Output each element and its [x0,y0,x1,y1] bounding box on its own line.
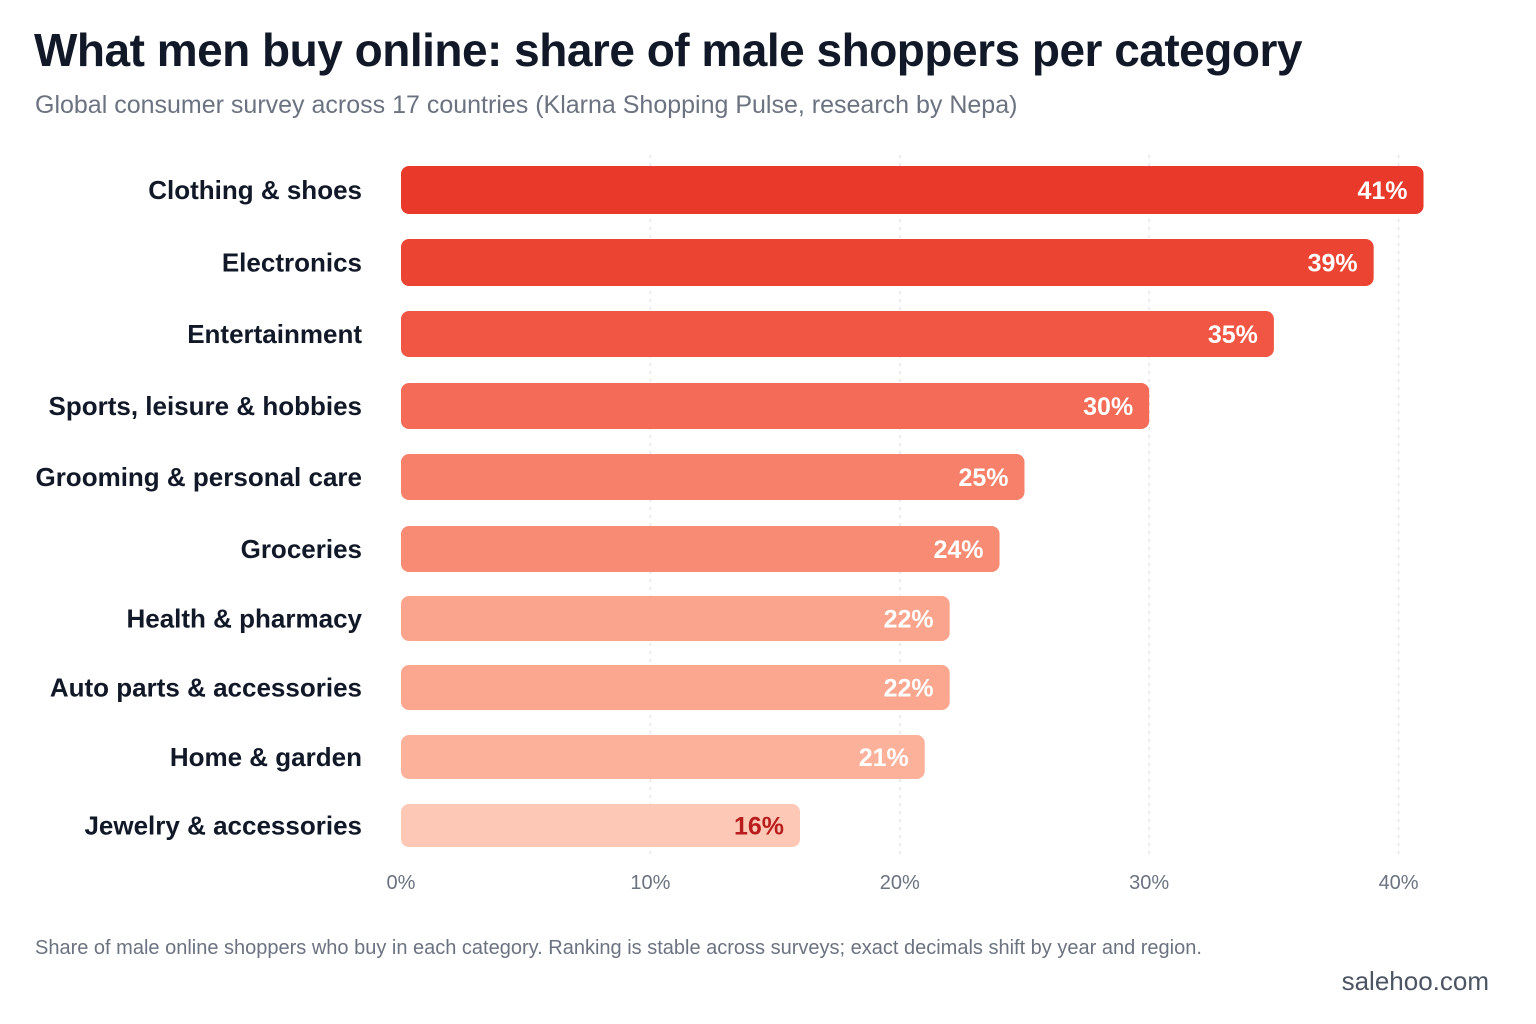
bar [401,239,1374,286]
category-label: Grooming & personal care [35,462,362,492]
category-label: Sports, leisure & hobbies [48,391,362,421]
bar [401,454,1025,500]
bar-value-label: 35% [1208,321,1258,349]
category-label: Health & pharmacy [126,604,362,634]
bar [401,735,925,779]
x-tick-label: 40% [1379,872,1419,894]
bar [401,665,950,710]
x-tick-label: 20% [880,872,920,894]
bar [401,526,1000,572]
category-label: Groceries [241,534,362,564]
chart-subtitle: Global consumer survey across 17 countri… [35,91,1018,119]
x-tick-label: 30% [1129,872,1169,894]
source-credit: salehoo.com [1341,966,1489,996]
x-tick-label: 10% [630,872,670,894]
bar-value-label: 25% [958,464,1008,492]
x-axis-ticks: 0% 10% 20% 30% 40% [387,872,1419,894]
bars: 41% 39% 35% 30% 25% 24% 22% 22% 21% 16% [401,166,1424,847]
category-label: Home & garden [170,742,362,772]
x-tick-label: 0% [387,872,416,894]
category-label: Jewelry & accessories [84,811,362,841]
bar-value-label: 22% [884,606,934,634]
bar-value-label: 21% [859,744,909,772]
bar [401,166,1424,214]
footnote: Share of male online shoppers who buy in… [35,937,1202,959]
bar-value-label: 30% [1083,393,1133,421]
category-labels: Clothing & shoes Electronics Entertainment… [35,175,362,841]
category-label: Electronics [222,248,362,278]
chart-title: What men buy online: share of male shopp… [34,24,1302,76]
bar [401,596,950,641]
bar [401,311,1274,357]
bar-value-label: 16% [734,813,784,841]
bar-value-label: 24% [934,536,984,564]
category-label: Entertainment [187,319,362,349]
bar [401,383,1150,429]
bar-value-label: 41% [1357,177,1407,205]
category-label: Auto parts & accessories [50,673,362,703]
bar-chart: 41% 39% 35% 30% 25% 24% 22% 22% 21% 16% Clothing … [35,155,1424,894]
bar [401,804,801,847]
bar-value-label: 39% [1308,250,1358,278]
bar-value-label: 22% [884,675,934,703]
category-label: Clothing & shoes [148,175,362,205]
